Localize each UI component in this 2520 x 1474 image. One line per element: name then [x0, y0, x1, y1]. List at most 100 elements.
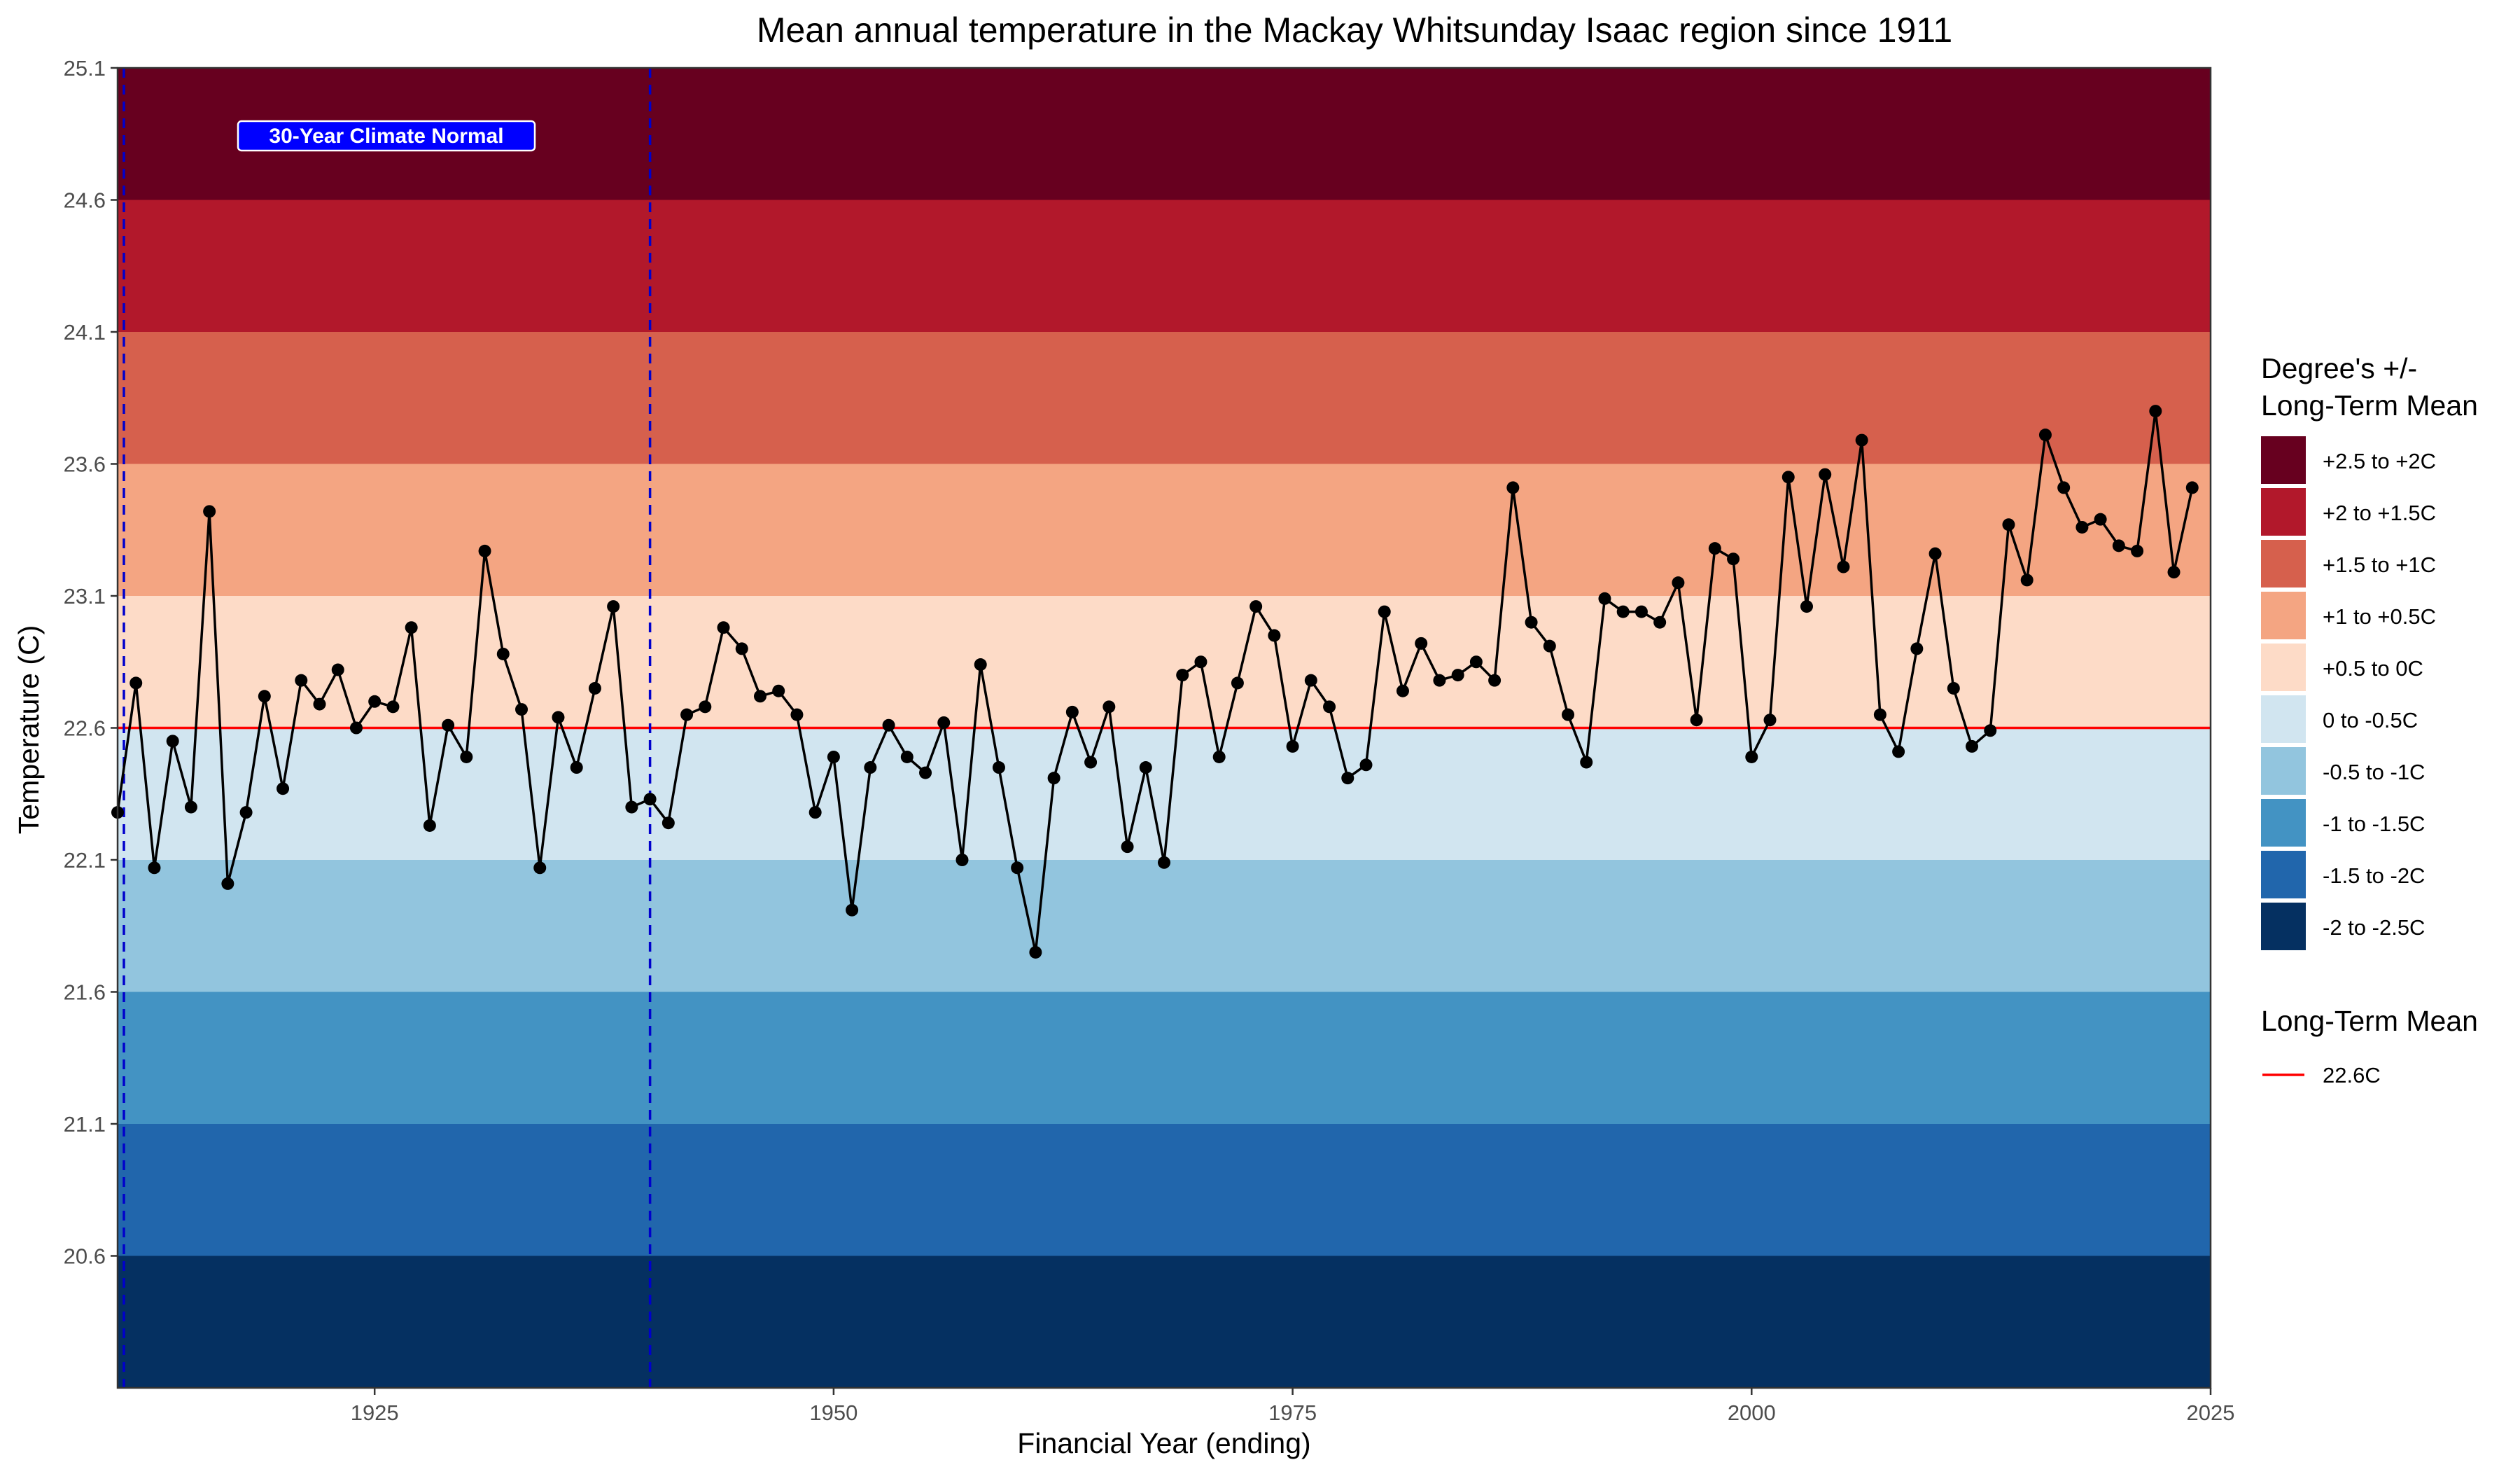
- data-point: [1819, 468, 1832, 481]
- data-point: [1433, 674, 1446, 687]
- data-point: [515, 703, 528, 716]
- data-point: [368, 695, 382, 708]
- data-point: [1745, 750, 1758, 763]
- legend-band-label: -0.5 to -1C: [2323, 760, 2425, 784]
- data-point: [864, 761, 877, 774]
- legend-bands-title: Long-Term Mean: [2261, 389, 2478, 422]
- legend-swatch: [2261, 903, 2306, 950]
- data-point: [423, 819, 436, 832]
- y-tick-label: 23.6: [64, 452, 106, 477]
- data-point: [643, 793, 657, 806]
- data-point: [2002, 518, 2015, 531]
- legend-swatch: [2261, 436, 2306, 484]
- data-point: [1598, 592, 1611, 605]
- data-point: [2094, 513, 2107, 526]
- data-point: [955, 854, 969, 866]
- data-point: [2185, 481, 2199, 494]
- legend: Degree's +/- Long-Term Mean +2.5 to +2C +2 …: [2261, 352, 2478, 1087]
- data-point: [313, 697, 326, 711]
- data-point: [533, 861, 547, 875]
- legend-band-label: 0 to -0.5C: [2323, 708, 2418, 732]
- data-point: [166, 735, 179, 748]
- data-point: [2057, 481, 2071, 494]
- data-point: [1616, 605, 1630, 618]
- data-point: [1158, 856, 1170, 869]
- data-point: [607, 600, 620, 613]
- y-tick-label: 24.1: [64, 320, 106, 345]
- band-rect: [118, 332, 2211, 464]
- data-point: [258, 690, 271, 703]
- x-axis-label: Financial Year (ending): [1017, 1427, 1310, 1459]
- data-point: [1415, 637, 1428, 650]
- data-point: [699, 700, 712, 714]
- data-point: [295, 674, 308, 687]
- legend-swatch: [2261, 644, 2306, 691]
- data-point: [1139, 761, 1152, 774]
- data-point: [2038, 429, 2052, 442]
- data-point: [1212, 750, 1226, 763]
- data-point: [1910, 642, 1924, 655]
- data-point: [1194, 655, 1208, 669]
- data-point: [130, 676, 143, 690]
- legend-band-label: +2 to +1.5C: [2323, 501, 2436, 525]
- data-point: [1341, 772, 1354, 785]
- data-point: [753, 690, 766, 703]
- data-point: [827, 750, 840, 763]
- data-point: [1231, 676, 1244, 690]
- data-point: [496, 647, 510, 660]
- climate-normal-label: 30-Year Climate Normal: [269, 125, 503, 148]
- legend-band-label: -1 to -1.5C: [2323, 812, 2425, 836]
- data-point: [919, 766, 932, 779]
- data-point: [1011, 861, 1024, 875]
- data-point: [1121, 840, 1134, 854]
- data-point: [552, 711, 565, 724]
- data-point: [625, 800, 638, 814]
- data-point: [1763, 714, 1777, 727]
- legend-swatch: [2261, 488, 2306, 536]
- data-point: [1966, 739, 1979, 753]
- band-rect: [118, 992, 2211, 1124]
- data-point: [1873, 708, 1886, 721]
- data-point: [1562, 708, 1575, 721]
- legend-swatch: [2261, 540, 2306, 587]
- data-point: [900, 750, 913, 763]
- data-point: [2112, 539, 2125, 552]
- y-tick-label: 22.6: [64, 716, 106, 741]
- y-tick-label: 21.1: [64, 1112, 106, 1136]
- legend-band-label: +1 to +0.5C: [2323, 604, 2436, 629]
- data-point: [1304, 674, 1317, 687]
- temperature-series: [111, 405, 2199, 959]
- data-point: [405, 621, 418, 634]
- data-point: [1800, 600, 1813, 613]
- legend-swatch: [2261, 747, 2306, 795]
- data-point: [772, 684, 785, 697]
- data-point: [276, 782, 290, 795]
- data-point: [1047, 772, 1060, 785]
- data-point: [1782, 471, 1795, 484]
- data-point: [1084, 756, 1098, 769]
- data-point: [1451, 669, 1464, 682]
- band-rect: [118, 860, 2211, 992]
- legend-band-label: +2.5 to +2C: [2323, 449, 2436, 473]
- data-point: [1855, 433, 1868, 447]
- data-point: [331, 663, 344, 676]
- data-point: [1286, 739, 1299, 753]
- band-rect: [118, 596, 2211, 728]
- data-point: [790, 708, 804, 721]
- data-point: [680, 708, 694, 721]
- data-point: [1837, 560, 1850, 573]
- y-axis-label: Temperature (C): [13, 625, 45, 834]
- data-point: [1469, 655, 1483, 669]
- y-tick-label: 21.6: [64, 980, 106, 1005]
- data-point: [221, 877, 234, 890]
- data-point: [1543, 639, 1556, 653]
- data-point: [1708, 542, 1721, 555]
- data-point: [442, 718, 455, 732]
- data-point: [1672, 576, 1685, 590]
- data-point: [2020, 573, 2033, 587]
- legend-swatch: [2261, 851, 2306, 898]
- data-point: [1396, 684, 1409, 697]
- data-point: [1928, 547, 1942, 560]
- data-point: [937, 716, 951, 729]
